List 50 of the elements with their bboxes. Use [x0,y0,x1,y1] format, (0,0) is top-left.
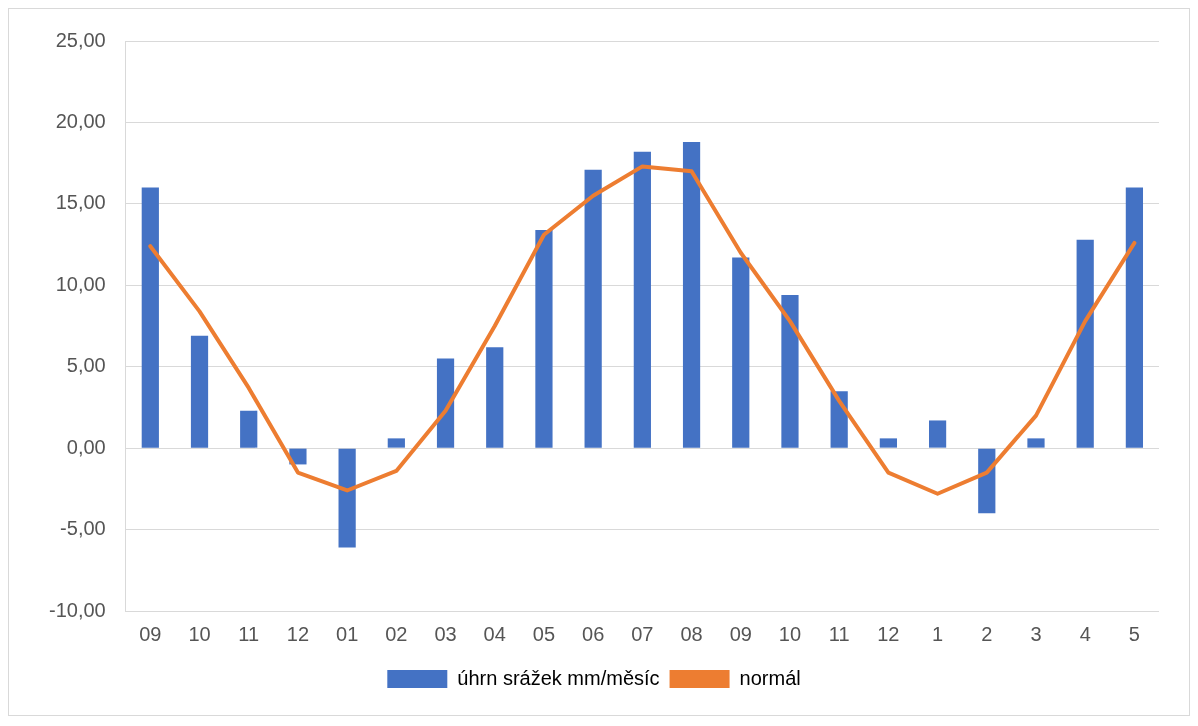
x-tick-label: 12 [877,622,900,645]
x-tick-label: 03 [434,622,457,645]
x-tick-label: 09 [729,622,752,645]
bar [190,335,209,448]
x-tick-label: 02 [385,622,408,645]
x-tick-label: 01 [336,622,359,645]
y-tick-label: -5,00 [60,517,106,540]
y-tick-label: 15,00 [55,191,106,214]
bar [781,295,799,448]
x-tick-label: 04 [483,622,506,645]
bar [1027,438,1045,448]
x-tick-label: 10 [778,622,802,645]
x-tick-label: 05 [532,622,556,645]
x-tick-label: 07 [631,622,654,645]
bar [1125,187,1144,448]
bar [240,410,258,448]
x-tick-label: 08 [680,622,703,645]
x-tick-label: 11 [238,622,260,645]
bar [535,229,553,448]
bar [633,151,651,448]
y-tick-label: 10,00 [55,272,106,295]
legend-label: normál [739,666,801,689]
y-tick-label: -10,00 [48,598,106,621]
x-tick-label: 3 [1030,622,1042,645]
bar [879,438,897,448]
bar [387,438,405,448]
bar [978,448,996,514]
y-tick-label: 20,00 [55,109,106,132]
x-tick-label: 11 [828,622,850,645]
y-tick-label: 25,00 [55,28,106,51]
bar [584,169,602,448]
bar [928,420,947,448]
bar [338,448,356,548]
x-tick-label: 5 [1128,622,1140,645]
x-tick-label: 09 [139,622,162,645]
x-tick-label: 4 [1079,622,1091,645]
y-tick-label: 5,00 [66,354,106,377]
legend-label: úhrn srážek mm/měsíc [457,666,660,689]
y-tick-label: 0,00 [66,435,106,458]
bar [732,257,750,448]
x-tick-label: 1 [932,622,944,645]
bar [1076,239,1094,448]
x-tick-label: 06 [582,622,605,645]
bar [682,141,701,448]
bar [436,358,455,448]
bar [486,347,504,448]
x-tick-label: 2 [981,622,993,645]
x-tick-label: 12 [286,622,310,645]
bar [141,187,159,448]
x-tick-label: 10 [188,622,211,645]
